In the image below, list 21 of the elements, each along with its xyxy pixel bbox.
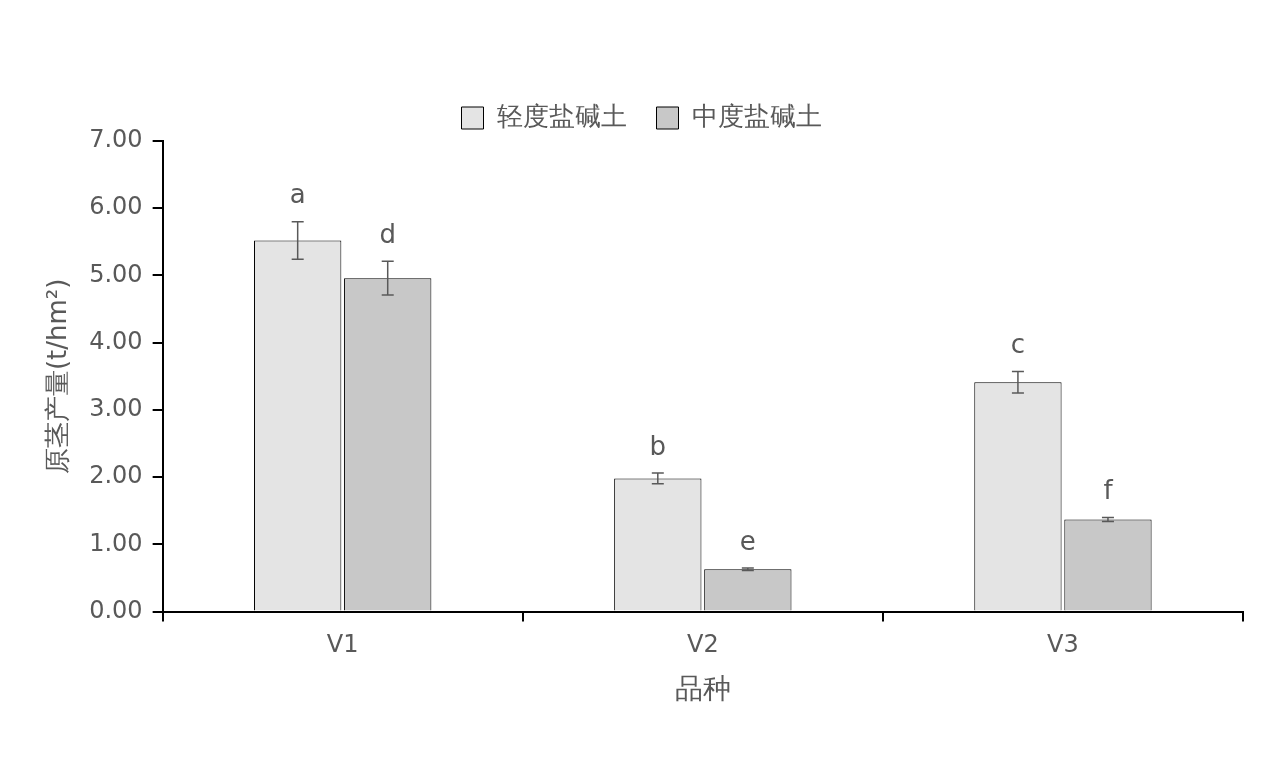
annotation: d	[379, 219, 396, 250]
x-tick-label: V2	[686, 630, 719, 659]
x-axis-title: 品种	[674, 672, 731, 706]
y-tick-label: 1.00	[89, 528, 143, 557]
y-tick-label: 2.00	[89, 461, 143, 490]
legend-label: 中度盐碱土	[691, 100, 822, 131]
y-axis-title: 原茎产量(t/hm²)	[42, 278, 73, 475]
annotation: e	[739, 525, 756, 556]
x-tick-label: V3	[1047, 630, 1079, 659]
y-tick-label: 4.00	[89, 326, 143, 355]
annotation: b	[649, 430, 667, 461]
annotation: f	[1103, 475, 1114, 506]
annotation: a	[289, 179, 306, 210]
annotation: c	[1010, 329, 1026, 360]
y-tick-label: 5.00	[89, 259, 143, 288]
x-tick-label: V1	[326, 630, 359, 659]
y-tick-label: 3.00	[89, 394, 143, 423]
y-tick-label: 0.00	[89, 595, 143, 624]
y-tick-label: 6.00	[89, 192, 143, 221]
y-tick-label: 7.00	[89, 125, 143, 154]
legend-label: 轻度盐碱土	[496, 100, 627, 131]
